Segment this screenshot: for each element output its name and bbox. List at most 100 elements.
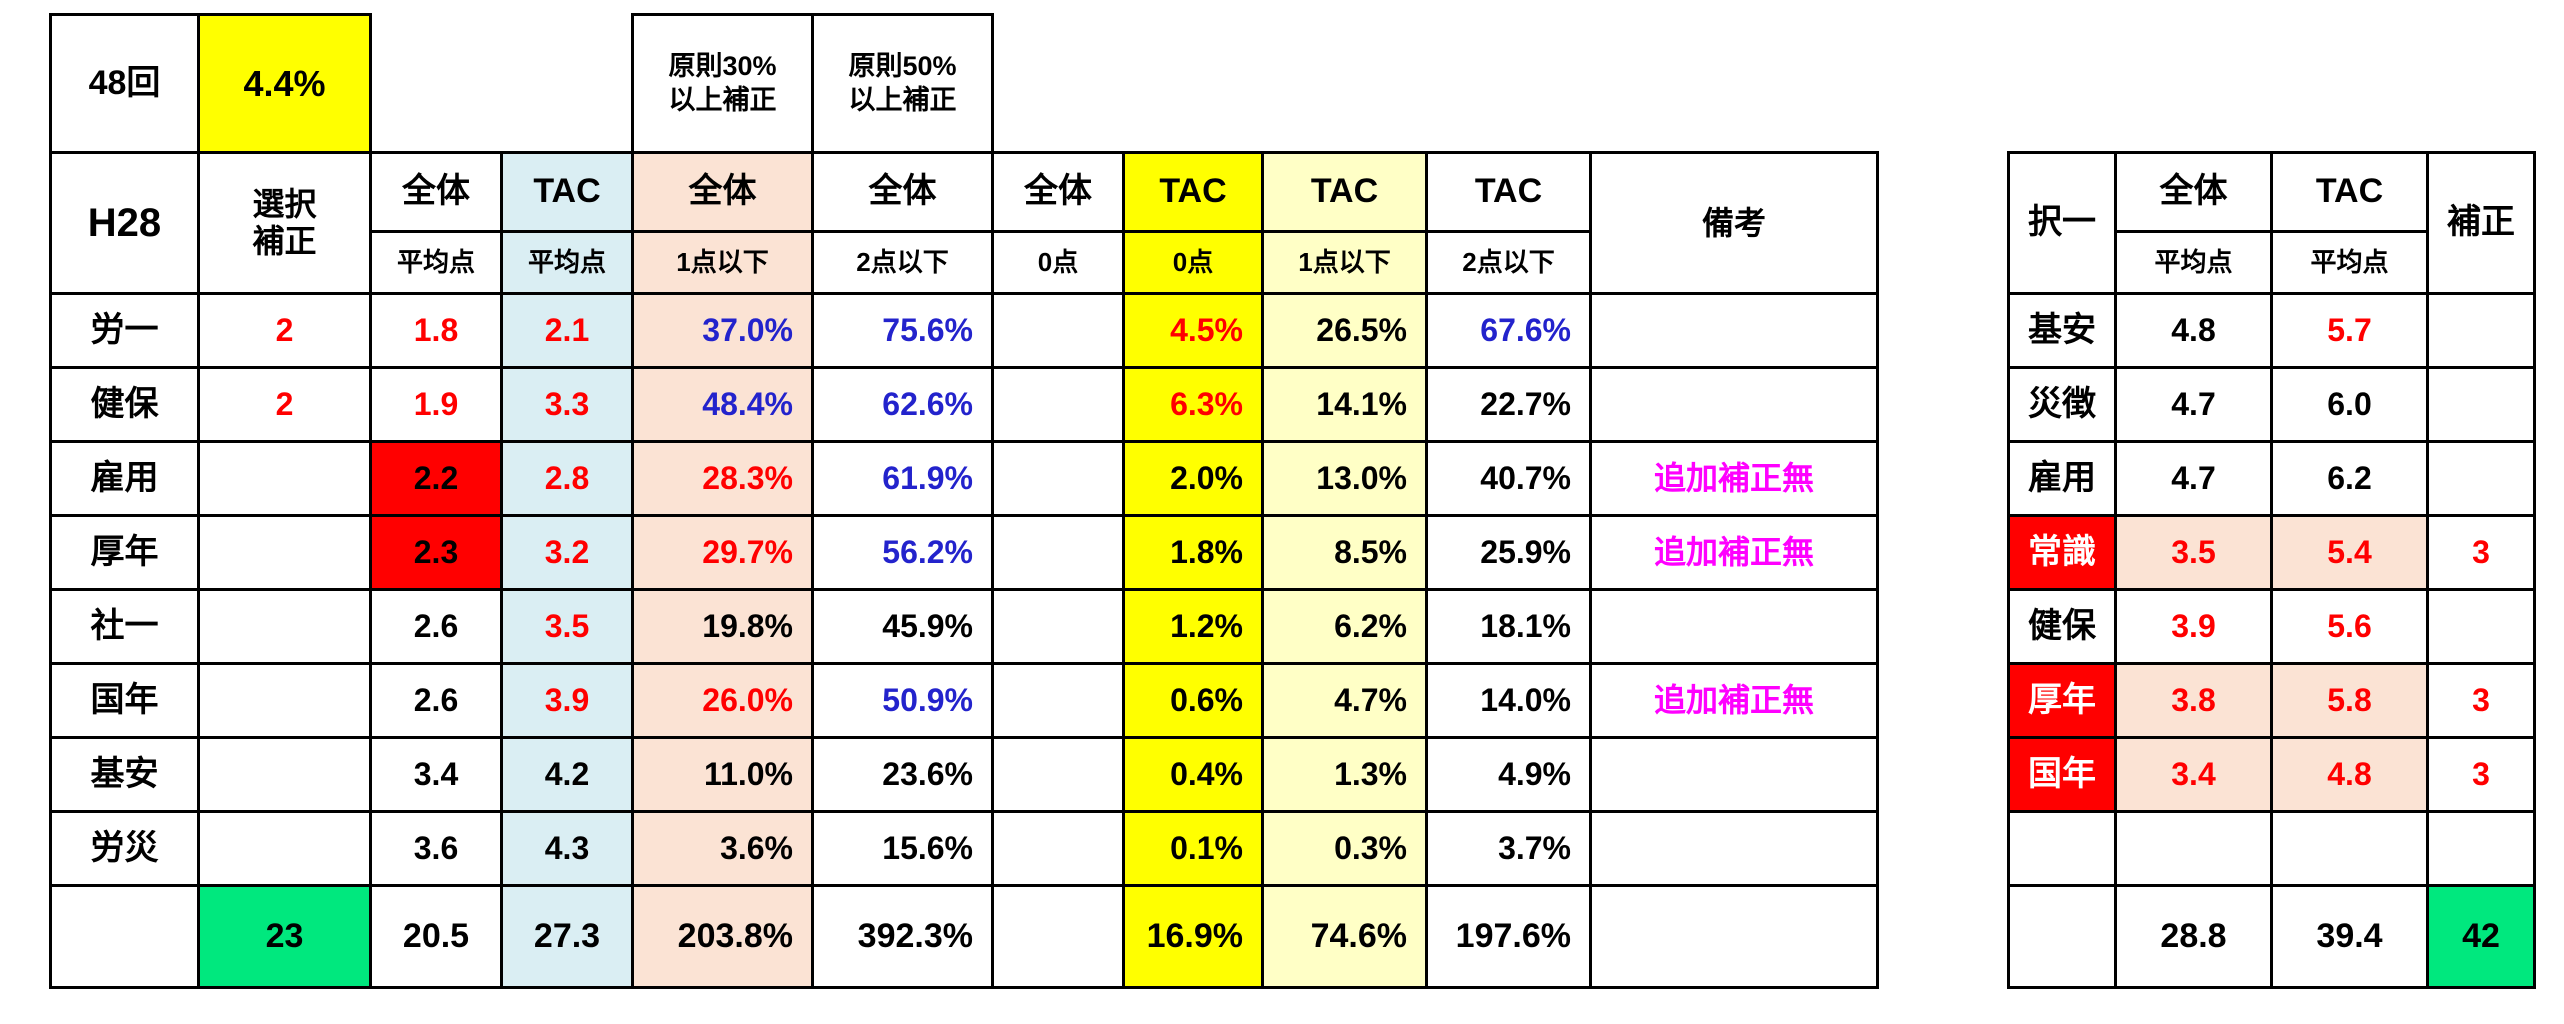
value-cell: 0.3% xyxy=(1261,810,1428,887)
col-header-zentai-1pt: 全体 xyxy=(631,151,814,233)
value-cell: 3.5 xyxy=(500,588,634,665)
column-group-header-row: 択一 全体 TAC 補正 xyxy=(2007,151,2536,295)
value-cell: 3.2 xyxy=(500,514,634,591)
value-cell: 26.0% xyxy=(631,662,814,739)
table-row: 健保 3.9 5.6 xyxy=(2007,588,2536,665)
col-header-tac-0pt: TAC xyxy=(1122,151,1264,233)
table-row: 健保 2 1.9 3.3 48.4% 62.6% 6.3% 14.1% 22.7% xyxy=(49,366,1879,443)
value-cell: 13.0% xyxy=(1261,440,1428,517)
remarks-header: 備考 xyxy=(1589,151,1879,295)
col-header-tac-avg: TAC xyxy=(500,151,634,233)
table-row: 雇用 2.2 2.8 28.3% 61.9% 2.0% 13.0% 40.7% 追加補正無 xyxy=(49,440,1879,517)
value-cell: 3.8 xyxy=(2114,662,2273,739)
value-cell: 2.6 xyxy=(369,588,503,665)
value-cell: 3.9 xyxy=(2114,588,2273,665)
table-row: 常識 3.5 5.4 3 xyxy=(2007,514,2536,591)
row-label-cell: 厚年 xyxy=(49,514,200,591)
value-cell: 4.3 xyxy=(500,810,634,887)
subheader-avg: 平均点 xyxy=(500,230,634,295)
value-cell: 19.8% xyxy=(631,588,814,665)
col-header-zentai-avg: 全体 xyxy=(2114,151,2273,233)
col-header-tac-avg: TAC xyxy=(2270,151,2429,233)
value-cell xyxy=(991,736,1125,813)
table-row: 厚年 2.3 3.2 29.7% 56.2% 1.8% 8.5% 25.9% 追加補正無 xyxy=(49,514,1879,591)
value-cell: 2.1 xyxy=(500,292,634,369)
value-cell xyxy=(991,366,1125,443)
value-cell xyxy=(197,440,372,517)
value-cell xyxy=(2426,440,2536,517)
value-cell: 1.2% xyxy=(1122,588,1264,665)
row-label-cell: 雇用 xyxy=(2007,440,2117,517)
value-cell xyxy=(1589,884,1879,989)
top-spacer-right xyxy=(992,14,1878,153)
row-label-cell: 健保 xyxy=(2007,588,2117,665)
value-cell: 3 xyxy=(2426,662,2536,739)
value-cell: 22.7% xyxy=(1425,366,1592,443)
table-row: 雇用 4.7 6.2 xyxy=(2007,440,2536,517)
score-sheet: 48回 4.4% 原則30% 以上補正 原則50% 以上補正 H28 選択 補正… xyxy=(49,13,2536,989)
value-cell xyxy=(991,514,1125,591)
value-cell: 追加補正無 xyxy=(1589,440,1879,517)
value-cell xyxy=(991,440,1125,517)
value-cell: 5.7 xyxy=(2270,292,2429,369)
value-cell: 3 xyxy=(2426,736,2536,813)
value-cell: 16.9% xyxy=(1122,884,1264,989)
year-cell: H28 xyxy=(49,151,200,295)
value-cell: 5.6 xyxy=(2270,588,2429,665)
row-label-cell: 災徴 xyxy=(2007,366,2117,443)
value-cell: 23 xyxy=(197,884,372,989)
table-row: 労災 3.6 4.3 3.6% 15.6% 0.1% 0.3% 3.7% xyxy=(49,810,1879,887)
value-cell: 8.5% xyxy=(1261,514,1428,591)
value-cell: 追加補正無 xyxy=(1589,514,1879,591)
row-label-cell xyxy=(2007,810,2117,887)
value-cell: 0.6% xyxy=(1122,662,1264,739)
value-cell: 3.7% xyxy=(1425,810,1592,887)
value-cell: 75.6% xyxy=(811,292,994,369)
row-label-cell xyxy=(2007,884,2117,989)
value-cell xyxy=(2426,292,2536,369)
value-cell: 15.6% xyxy=(811,810,994,887)
value-cell xyxy=(197,810,372,887)
value-cell: 62.6% xyxy=(811,366,994,443)
value-cell: 2.2 xyxy=(369,440,503,517)
table-row xyxy=(2007,810,2536,887)
value-cell xyxy=(2426,810,2536,887)
value-cell: 45.9% xyxy=(811,588,994,665)
row-label-cell: 常識 xyxy=(2007,514,2117,591)
value-cell: 203.8% xyxy=(631,884,814,989)
value-cell: 2.0% xyxy=(1122,440,1264,517)
left-table: 48回 4.4% 原則30% 以上補正 原則50% 以上補正 H28 選択 補正… xyxy=(49,13,1879,989)
subheader-0pt: 0点 xyxy=(991,230,1125,295)
row-label-cell: 労災 xyxy=(49,810,200,887)
value-cell xyxy=(991,810,1125,887)
value-cell xyxy=(2114,810,2273,887)
value-cell xyxy=(991,588,1125,665)
value-cell: 2.8 xyxy=(500,440,634,517)
row-label-cell: 労一 xyxy=(49,292,200,369)
value-cell: 4.9% xyxy=(1425,736,1592,813)
hosei-header: 補正 xyxy=(2426,151,2536,295)
value-cell: 3.5 xyxy=(2114,514,2273,591)
value-cell: 4.7% xyxy=(1261,662,1428,739)
subheader-2pt-or-less: 2点以下 xyxy=(1425,230,1592,295)
table-row: 国年 2.6 3.9 26.0% 50.9% 0.6% 4.7% 14.0% 追加補正無 xyxy=(49,662,1879,739)
value-cell: 2 xyxy=(197,292,372,369)
table-row: 労一 2 1.8 2.1 37.0% 75.6% 4.5% 26.5% 67.6% xyxy=(49,292,1879,369)
value-cell: 4.2 xyxy=(500,736,634,813)
row-label-cell: 社一 xyxy=(49,588,200,665)
col-header-tac-1pt: TAC xyxy=(1261,151,1428,233)
value-cell: 50.9% xyxy=(811,662,994,739)
value-cell: 39.4 xyxy=(2270,884,2429,989)
row-label-cell: 健保 xyxy=(49,366,200,443)
value-cell: 4.8 xyxy=(2270,736,2429,813)
value-cell xyxy=(2426,366,2536,443)
sentaku-hosei-header: 選択 補正 xyxy=(197,151,372,295)
top-spacer-left xyxy=(370,14,633,153)
col-header-zentai-2pt: 全体 xyxy=(811,151,994,233)
value-cell: 1.8% xyxy=(1122,514,1264,591)
value-cell: 28.3% xyxy=(631,440,814,517)
value-cell: 3.6 xyxy=(369,810,503,887)
value-cell xyxy=(197,662,372,739)
value-cell: 3.4 xyxy=(2114,736,2273,813)
value-cell: 48.4% xyxy=(631,366,814,443)
